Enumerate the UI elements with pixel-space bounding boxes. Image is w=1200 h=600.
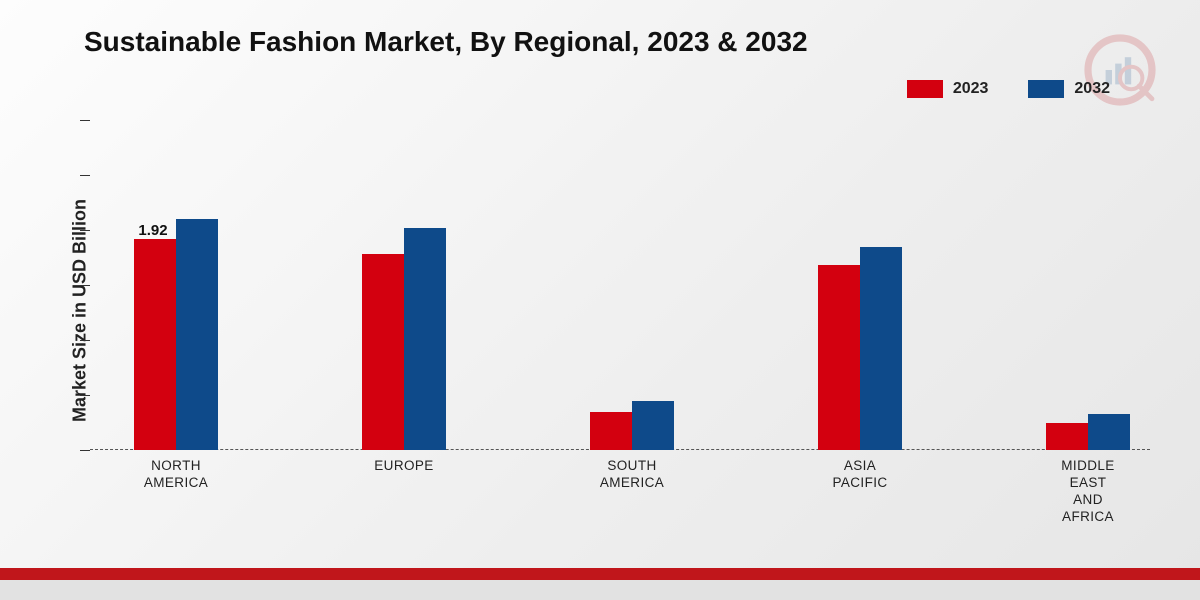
category-label: EUROPE bbox=[349, 458, 459, 475]
category-label: MIDDLEEASTANDAFRICA bbox=[1033, 458, 1143, 526]
category-label: NORTHAMERICA bbox=[121, 458, 231, 492]
y-axis-label: Market Size in USD Billion bbox=[70, 161, 91, 461]
plot-area: 1.92NORTHAMERICA EUROPE SOUTHAMERICA ASIAPA… bbox=[90, 120, 1150, 450]
y-tick bbox=[80, 120, 90, 121]
footer-gray-band bbox=[0, 580, 1200, 600]
y-tick bbox=[80, 230, 90, 231]
category-label: SOUTHAMERICA bbox=[577, 458, 687, 492]
bar-data-label: 1.92 bbox=[132, 222, 174, 239]
y-tick bbox=[80, 340, 90, 341]
bar-2023 bbox=[590, 412, 632, 451]
bar-group: SOUTHAMERICA bbox=[590, 401, 674, 451]
legend-label-2032: 2032 bbox=[1074, 80, 1110, 98]
bar-2032 bbox=[176, 219, 218, 450]
chart-title: Sustainable Fashion Market, By Regional,… bbox=[84, 26, 808, 58]
legend-swatch-2032 bbox=[1028, 80, 1064, 98]
legend-swatch-2023 bbox=[907, 80, 943, 98]
bar-group: EUROPE bbox=[362, 228, 446, 450]
bar-2023 bbox=[818, 265, 860, 450]
category-label: ASIAPACIFIC bbox=[805, 458, 915, 492]
footer-red-band bbox=[0, 568, 1200, 580]
legend: 2023 2032 bbox=[907, 80, 1110, 98]
bar-group: 1.92NORTHAMERICA bbox=[134, 219, 218, 450]
legend-item-2023: 2023 bbox=[907, 80, 989, 98]
bar-2023: 1.92 bbox=[134, 239, 176, 450]
y-tick bbox=[80, 395, 90, 396]
y-tick bbox=[80, 285, 90, 286]
y-tick bbox=[80, 175, 90, 176]
bar-group: ASIAPACIFIC bbox=[818, 247, 902, 451]
bar-2032 bbox=[860, 247, 902, 451]
bar-2032 bbox=[404, 228, 446, 450]
bar-2023 bbox=[1046, 423, 1088, 451]
y-tick bbox=[80, 450, 90, 451]
watermark-logo bbox=[1080, 30, 1160, 110]
bar-2023 bbox=[362, 254, 404, 450]
bar-2032 bbox=[1088, 414, 1130, 450]
legend-label-2023: 2023 bbox=[953, 80, 989, 98]
bar-group: MIDDLEEASTANDAFRICA bbox=[1046, 414, 1130, 450]
bar-2032 bbox=[632, 401, 674, 451]
legend-item-2032: 2032 bbox=[1028, 80, 1110, 98]
